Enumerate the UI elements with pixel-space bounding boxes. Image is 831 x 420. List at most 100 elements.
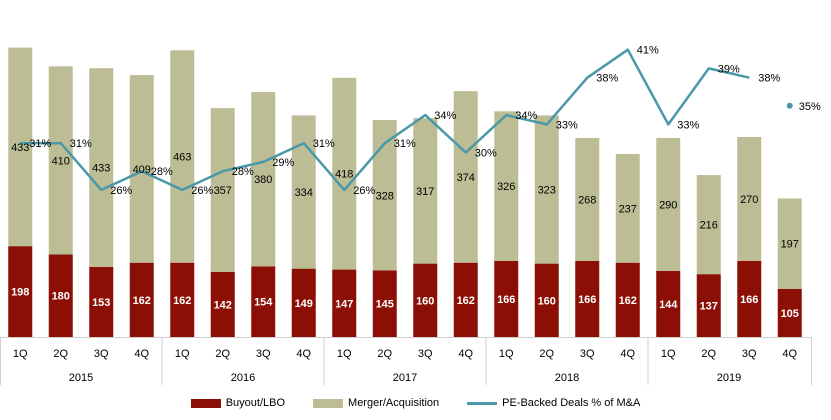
pe-pct-label-4: 26%	[191, 185, 213, 197]
label-buyout-8: 147	[335, 298, 353, 310]
pe-pct-label-1: 31%	[70, 138, 92, 150]
label-buyout-2: 153	[92, 297, 110, 309]
label-buyout-6: 154	[254, 297, 273, 309]
pe-pct-label-12: 34%	[515, 110, 537, 122]
bar-merger-1	[48, 66, 73, 255]
label-merger-19: 197	[781, 239, 799, 251]
bar-buyout-16	[656, 270, 681, 337]
pe-pct-line	[20, 48, 750, 192]
pe-pct-label-15: 41%	[637, 45, 659, 57]
bar-buyout-12	[494, 260, 519, 337]
bar-buyout-11	[453, 262, 478, 337]
tick-label-3: 4Q	[134, 348, 149, 360]
bar-merger-7	[291, 115, 316, 269]
label-buyout-10: 160	[416, 295, 434, 307]
label-merger-5: 357	[214, 185, 232, 197]
pe-pct-label-13: 33%	[556, 119, 578, 131]
legend-swatch-merger	[313, 398, 344, 408]
label-merger-3: 409	[133, 164, 151, 176]
group-label-2019: 2019	[717, 372, 741, 384]
bar-merger-16	[656, 137, 681, 271]
pe-pct-label-16: 33%	[677, 119, 699, 131]
pe-pct-point-last	[786, 102, 793, 109]
label-buyout-3: 162	[133, 295, 151, 307]
bar-buyout-4	[170, 262, 195, 337]
bar-merger-14	[575, 137, 600, 261]
bar-buyout-2	[89, 266, 114, 337]
label-merger-16: 290	[659, 199, 677, 211]
legend: Buyout/LBO Merger/Acquisition PE-Backed …	[0, 393, 831, 413]
x-axis: 1Q 2Q 3Q 4Q 1Q 2Q 3Q 4Q 1Q 2Q 3Q 4Q 1Q 2Q 3Q 4Q 1Q 2Q 3Q 4Q…	[0, 337, 812, 385]
tick-label-12: 1Q	[499, 348, 514, 360]
label-buyout-5: 142	[214, 299, 232, 311]
pe-pct-label-11: 30%	[475, 148, 497, 160]
label-merger-9: 328	[376, 190, 394, 202]
label-merger-13: 323	[538, 185, 556, 197]
label-buyout-15: 162	[619, 295, 637, 307]
tick-label-19: 4Q	[782, 348, 797, 360]
label-merger-0: 433	[11, 142, 29, 154]
tick-label-0: 1Q	[13, 348, 28, 360]
pe-pct-label-5: 28%	[232, 166, 254, 178]
bar-merger-11	[453, 91, 478, 263]
tick-label-6: 3Q	[256, 348, 271, 360]
pe-pct-label-14: 38%	[596, 73, 618, 85]
label-merger-15: 237	[619, 203, 637, 215]
label-layer: 198 433 180 410 153 433 162 409 162 463 142 357 154 3…	[11, 45, 821, 320]
label-buyout-4: 162	[173, 295, 191, 307]
bar-merger-15	[615, 153, 640, 263]
label-buyout-0: 198	[11, 287, 29, 299]
bar-merger-4	[170, 50, 195, 263]
legend-item-pe-pct: PE-Backed Deals % of M&A	[467, 397, 640, 409]
tick-label-11: 4Q	[458, 348, 473, 360]
label-merger-6: 380	[254, 174, 272, 186]
tick-label-2: 3Q	[94, 348, 109, 360]
label-buyout-9: 145	[376, 299, 394, 311]
label-merger-8: 418	[335, 169, 353, 181]
pe-pct-label-18: 38%	[758, 73, 780, 85]
tick-label-14: 3Q	[580, 348, 595, 360]
bar-merger-10	[413, 118, 438, 264]
group-label-2018: 2018	[555, 372, 579, 384]
label-merger-4: 463	[173, 152, 191, 164]
group-label-2015: 2015	[69, 372, 93, 384]
bar-merger-2	[89, 68, 114, 267]
tick-label-7: 4Q	[296, 348, 311, 360]
bar-layer	[8, 47, 802, 337]
bar-merger-6	[251, 92, 276, 267]
legend-item-merger: Merger/Acquisition	[313, 397, 439, 409]
label-buyout-19: 105	[781, 308, 799, 320]
bar-buyout-3	[129, 262, 154, 337]
bar-merger-0	[8, 47, 33, 247]
bar-buyout-7	[291, 268, 316, 337]
bar-merger-13	[534, 115, 559, 264]
group-label-2016: 2016	[231, 372, 255, 384]
pe-pct-label-7: 31%	[313, 138, 335, 150]
bar-buyout-19	[777, 288, 802, 337]
legend-label-buyout: Buyout/LBO	[225, 397, 286, 409]
bar-buyout-10	[413, 263, 438, 337]
bar-buyout-14	[575, 260, 600, 337]
bar-buyout-13	[534, 263, 559, 337]
bar-merger-8	[332, 77, 357, 270]
label-buyout-14: 166	[578, 294, 596, 306]
bar-merger-5	[210, 108, 235, 272]
label-merger-17: 216	[700, 220, 718, 232]
bar-merger-18	[737, 137, 762, 261]
label-buyout-13: 160	[538, 295, 556, 307]
bar-merger-19	[777, 198, 802, 289]
pe-pct-label-6: 29%	[272, 157, 294, 169]
bar-merger-3	[129, 75, 154, 263]
tick-label-16: 1Q	[661, 348, 676, 360]
bar-buyout-18	[737, 260, 762, 337]
pe-pct-label-3: 28%	[151, 166, 173, 178]
tick-label-9: 2Q	[377, 348, 392, 360]
legend-label-pe-pct: PE-Backed Deals % of M&A	[502, 397, 641, 409]
legend-swatch-buyout	[190, 398, 221, 408]
tick-label-8: 1Q	[337, 348, 352, 360]
label-merger-2: 433	[92, 163, 110, 175]
label-merger-11: 374	[457, 172, 475, 184]
label-buyout-12: 166	[497, 294, 515, 306]
pe-pct-label-10: 34%	[434, 110, 456, 122]
